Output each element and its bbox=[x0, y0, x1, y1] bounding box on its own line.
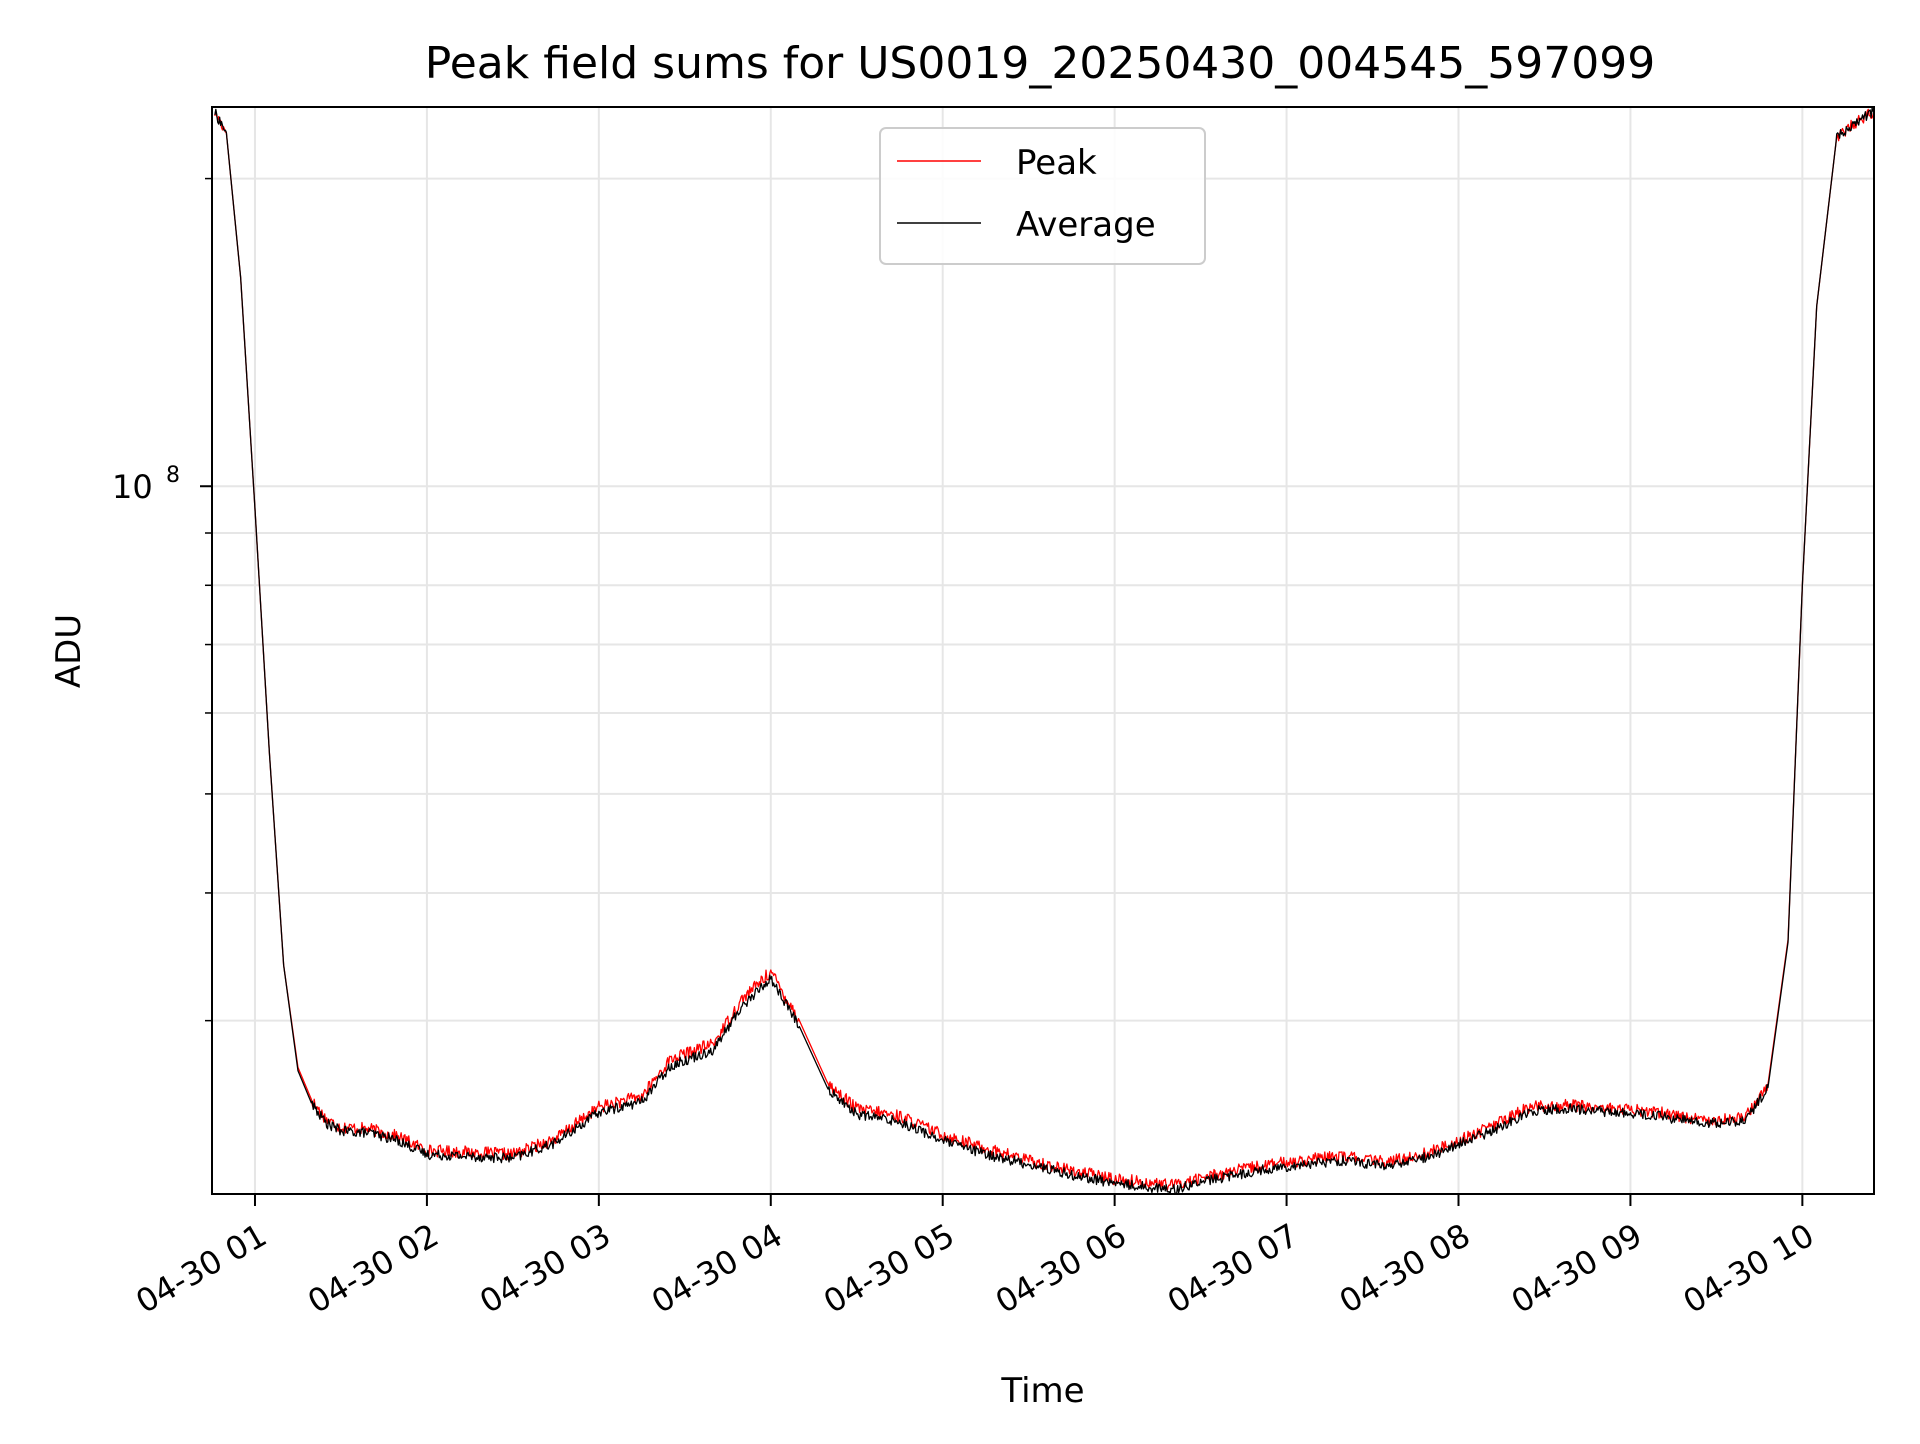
series-line-average bbox=[214, 107, 1875, 1195]
legend-label-average: Average bbox=[1016, 205, 1156, 245]
y-axis-label: ADU bbox=[49, 614, 89, 688]
legend: Peak Average bbox=[879, 127, 1206, 265]
series-layer bbox=[214, 107, 1875, 1195]
y-tick-label: 10 bbox=[112, 468, 153, 506]
y-axis-ticks: 10 8 bbox=[112, 177, 212, 1022]
plot-frame bbox=[211, 106, 1875, 1195]
legend-label-peak: Peak bbox=[1016, 143, 1097, 183]
grid-lines bbox=[212, 107, 1874, 1194]
chart-title: Peak field sums for US0019_20250430_0045… bbox=[425, 38, 1655, 89]
x-axis-label: Time bbox=[1000, 1371, 1084, 1411]
legend-box bbox=[879, 127, 1206, 265]
y-tick-label-exponent: 8 bbox=[166, 463, 180, 488]
